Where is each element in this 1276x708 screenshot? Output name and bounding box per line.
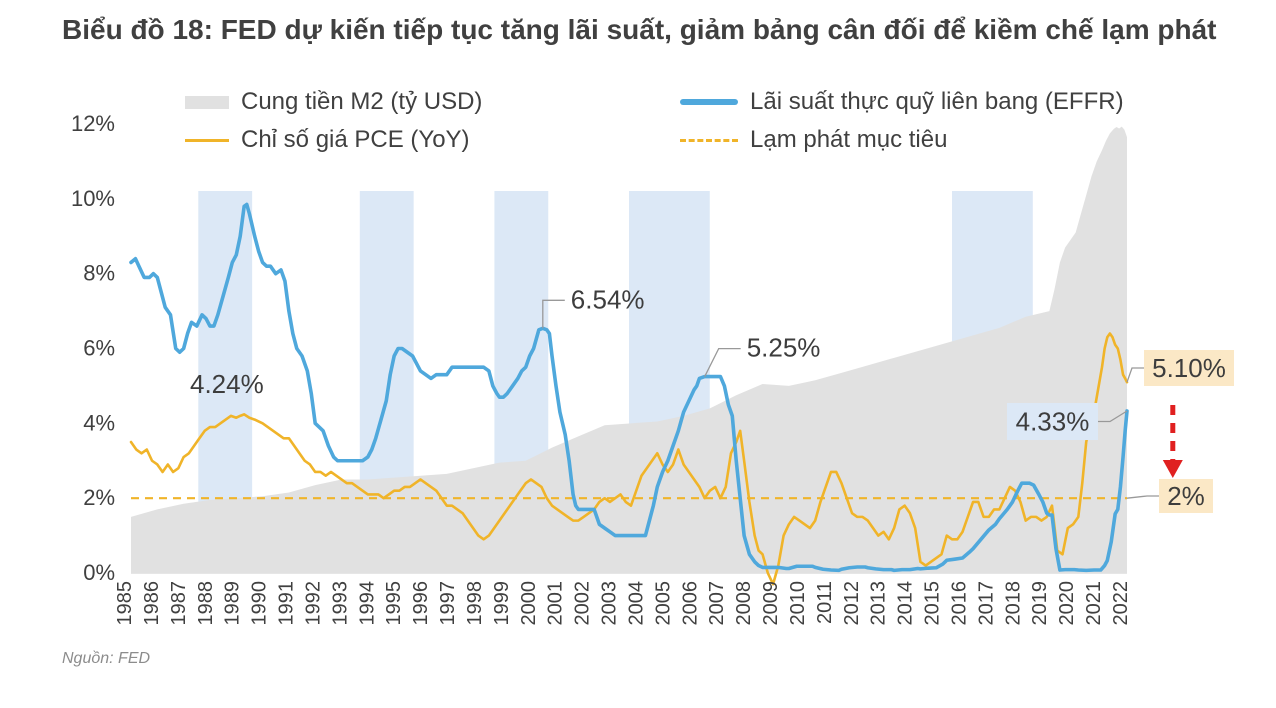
svg-text:2012: 2012 [841, 581, 863, 626]
svg-text:1986: 1986 [141, 581, 163, 626]
svg-text:4.33%: 4.33% [1016, 407, 1090, 437]
svg-text:2003: 2003 [599, 581, 621, 626]
svg-text:6.54%: 6.54% [571, 284, 645, 314]
svg-text:1996: 1996 [410, 581, 432, 626]
svg-text:2%: 2% [83, 485, 115, 510]
svg-text:1991: 1991 [276, 581, 298, 626]
svg-text:2017: 2017 [975, 581, 997, 626]
svg-text:1987: 1987 [168, 581, 190, 626]
svg-text:5.25%: 5.25% [747, 333, 821, 363]
svg-text:1990: 1990 [249, 581, 271, 626]
svg-text:2002: 2002 [572, 581, 594, 626]
svg-text:1993: 1993 [329, 581, 351, 626]
svg-text:1998: 1998 [464, 581, 486, 626]
svg-text:2021: 2021 [1083, 581, 1105, 626]
svg-text:2008: 2008 [733, 581, 755, 626]
svg-text:8%: 8% [83, 261, 115, 286]
svg-text:1988: 1988 [195, 581, 217, 626]
svg-text:0%: 0% [83, 560, 115, 585]
svg-text:2015: 2015 [922, 581, 944, 626]
svg-text:2%: 2% [1167, 481, 1205, 511]
svg-text:2007: 2007 [706, 581, 728, 626]
svg-text:2014: 2014 [895, 581, 917, 626]
svg-text:1995: 1995 [383, 581, 405, 626]
svg-text:2011: 2011 [814, 581, 836, 624]
svg-text:2000: 2000 [518, 581, 540, 626]
svg-text:2022: 2022 [1110, 581, 1132, 626]
svg-text:2013: 2013 [868, 581, 890, 626]
svg-text:2009: 2009 [760, 581, 782, 626]
svg-text:10%: 10% [71, 186, 115, 211]
svg-text:12%: 12% [71, 111, 115, 136]
svg-text:2019: 2019 [1029, 581, 1051, 626]
svg-text:1985: 1985 [114, 581, 136, 626]
svg-text:1992: 1992 [302, 581, 324, 626]
svg-text:1994: 1994 [356, 581, 378, 626]
svg-text:2018: 2018 [1002, 581, 1024, 626]
svg-text:1997: 1997 [437, 581, 459, 626]
svg-text:4.24%: 4.24% [190, 369, 264, 399]
svg-text:2010: 2010 [787, 581, 809, 626]
svg-text:1989: 1989 [222, 581, 244, 626]
svg-text:2005: 2005 [652, 581, 674, 626]
svg-text:5.10%: 5.10% [1152, 353, 1226, 383]
svg-text:1999: 1999 [491, 581, 513, 626]
svg-text:4%: 4% [83, 410, 115, 435]
svg-text:2004: 2004 [625, 581, 647, 626]
svg-text:2006: 2006 [679, 581, 701, 626]
svg-text:2020: 2020 [1056, 581, 1078, 626]
svg-text:2001: 2001 [545, 581, 567, 626]
svg-text:2016: 2016 [948, 581, 970, 626]
svg-text:6%: 6% [83, 336, 115, 361]
